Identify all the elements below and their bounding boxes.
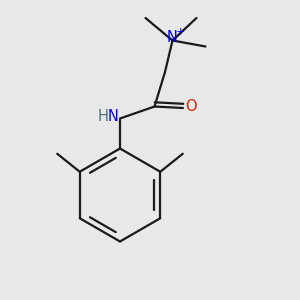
Text: O: O xyxy=(186,99,197,114)
Text: N: N xyxy=(108,109,119,124)
Text: +: + xyxy=(176,27,186,37)
Text: N: N xyxy=(167,30,178,45)
Text: H: H xyxy=(97,109,108,124)
